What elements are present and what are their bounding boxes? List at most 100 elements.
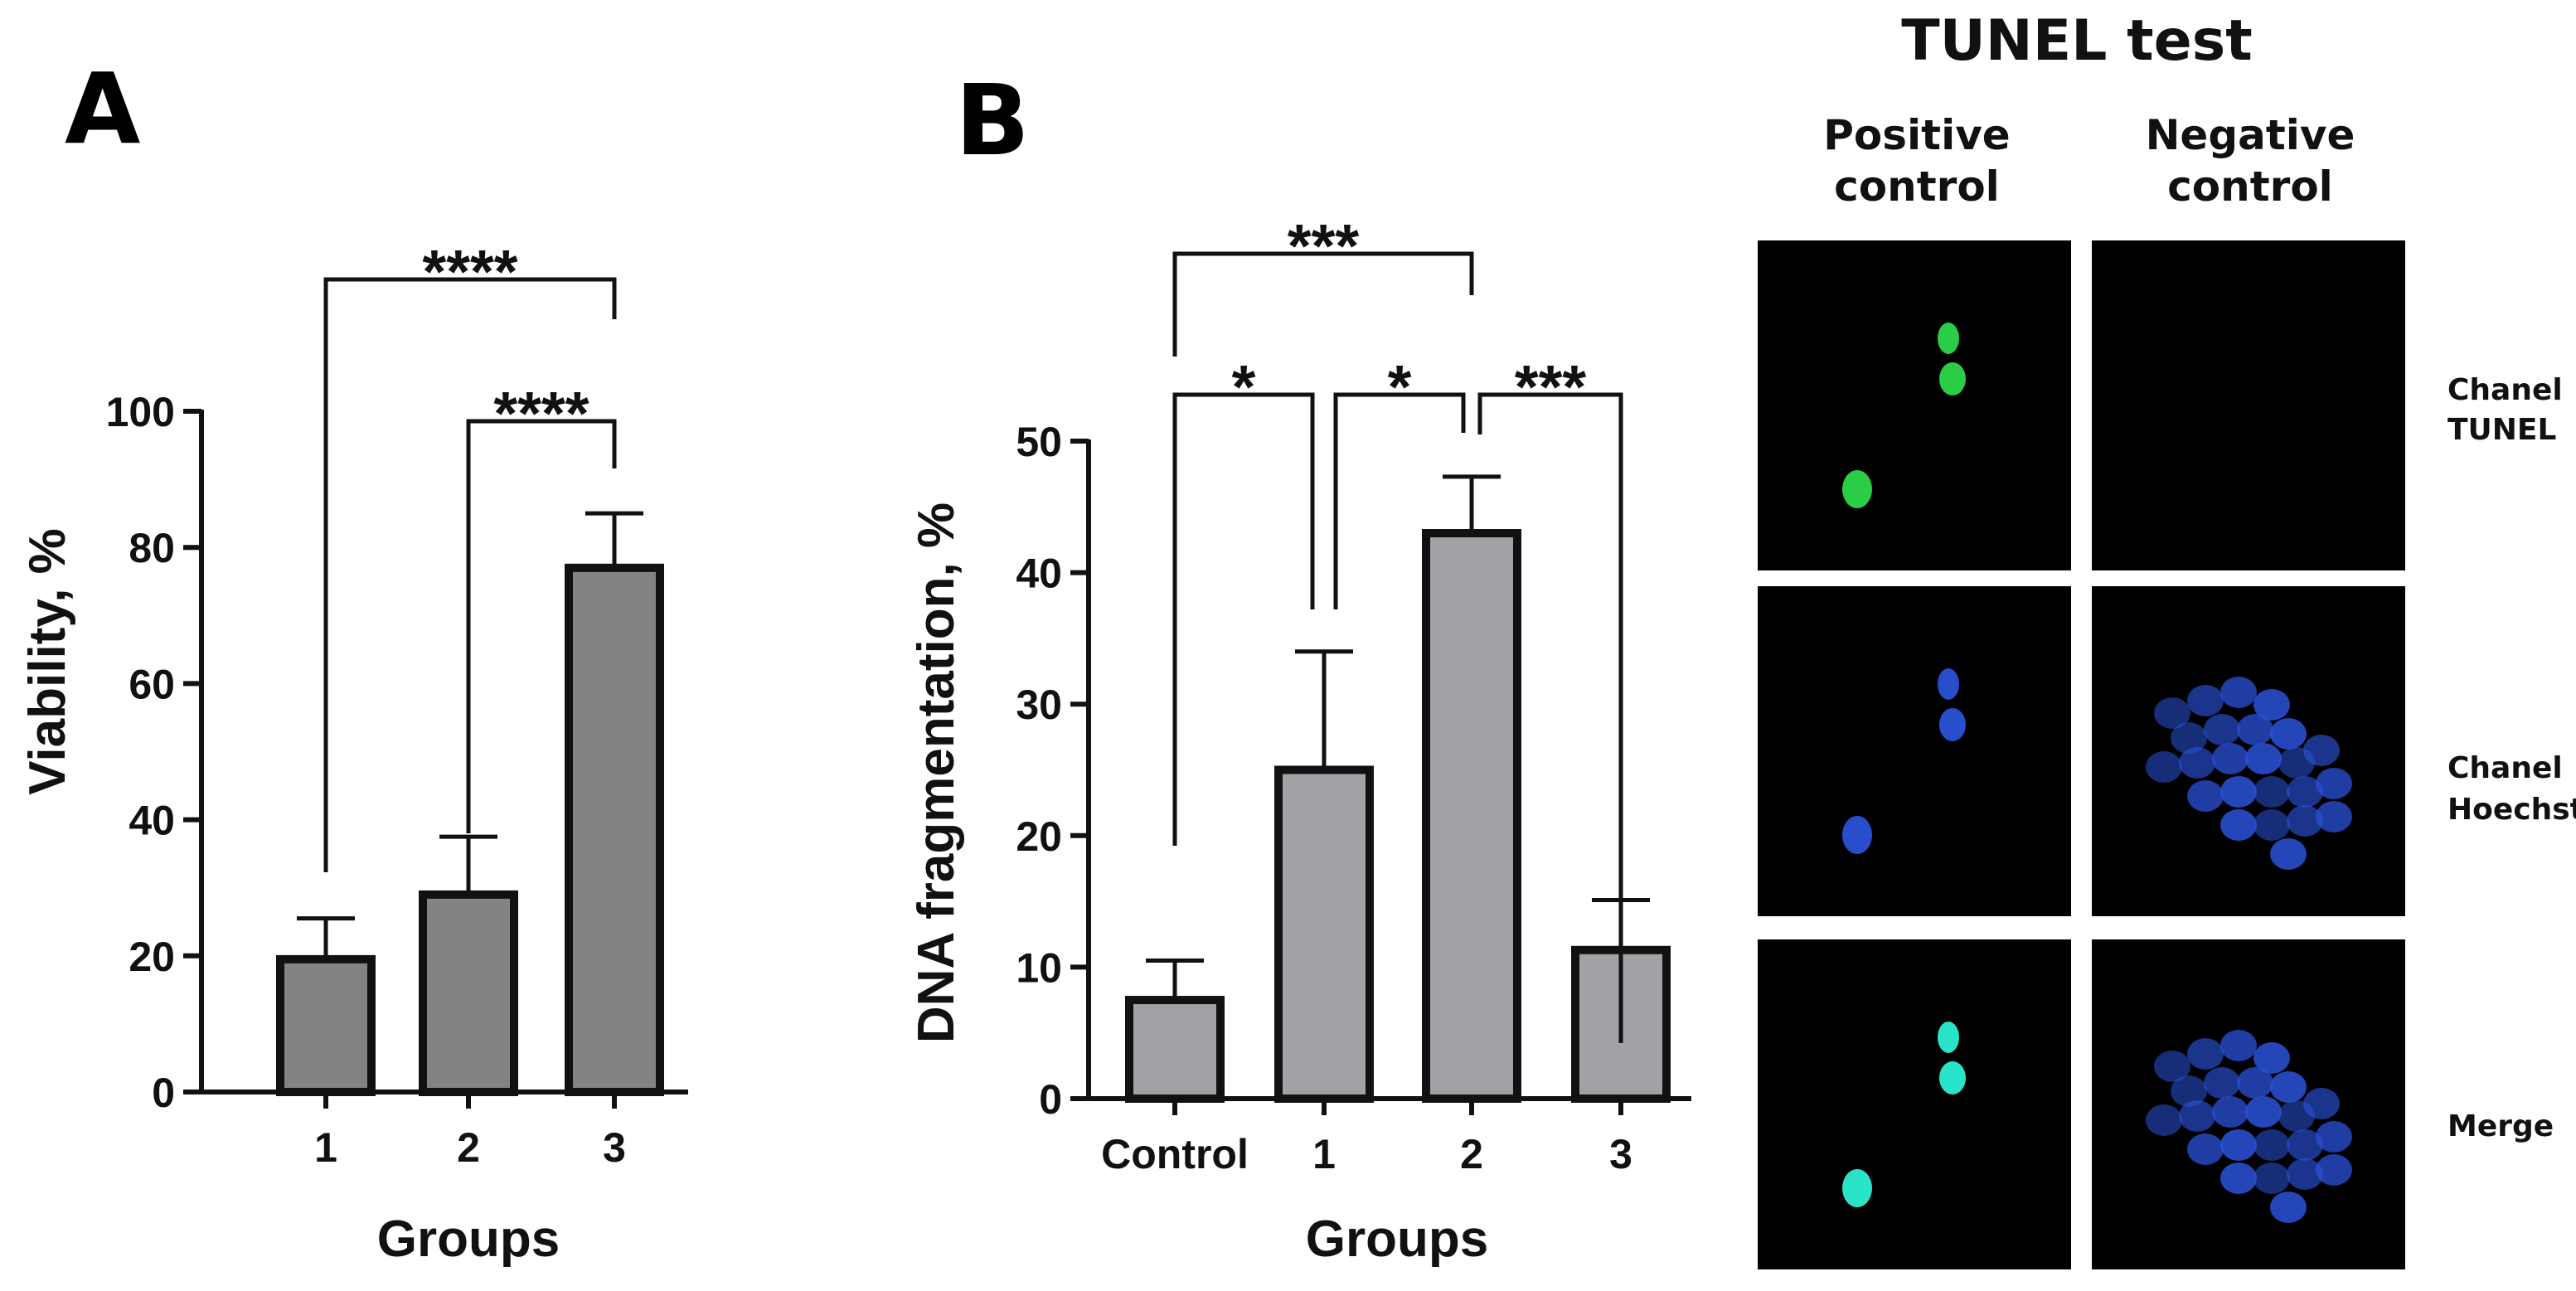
nucleus: [2179, 747, 2215, 779]
row-head-hoechst-line2: Hoechst: [2447, 793, 2576, 827]
nucleus: [1938, 668, 1959, 700]
row-head-hoechst-line1: Chanel: [2447, 751, 2563, 785]
nucleus: [2237, 714, 2273, 745]
nucleus: [2187, 780, 2224, 812]
nucleus: [2171, 722, 2207, 754]
nucleus: [2270, 838, 2307, 870]
nucleus: [2146, 751, 2182, 783]
chart-b-significance-bracket: [1172, 251, 1474, 357]
chart-b-y-tick-label: 40: [1016, 551, 1062, 597]
nucleus: [2220, 809, 2257, 841]
chart-a-x-axis-title: Groups: [377, 1211, 560, 1268]
chart-b-bar: [1274, 765, 1374, 1103]
nucleus: [2220, 776, 2257, 808]
nucleus: [1939, 708, 1966, 741]
chart-b-x-tick-label: 3: [1609, 1131, 1632, 1177]
nucleus: [2237, 1067, 2273, 1099]
chart-a-y-axis-title: Viability, %: [19, 528, 76, 795]
nucleus: [1842, 1169, 1872, 1207]
nucleus: [1842, 470, 1872, 508]
nucleus: [2220, 1030, 2257, 1061]
nucleus: [2270, 1071, 2307, 1103]
col-head-positive-line1: Positive: [1823, 111, 2010, 159]
nucleus: [2270, 1192, 2307, 1223]
chart-b-x-axis-title: Groups: [1306, 1211, 1488, 1268]
chart-b-significance-label: *: [1388, 352, 1412, 421]
panel-letter-b: B: [955, 63, 1030, 177]
chart-a-y-tick-label: 20: [129, 934, 175, 980]
chart-a-significance-label: ****: [422, 237, 517, 306]
chart-b-significance-label: ***: [1515, 352, 1587, 421]
nucleus: [2171, 1075, 2207, 1107]
chart-a-significance-label: ****: [493, 379, 589, 448]
nucleus: [2253, 689, 2290, 721]
micrograph-r3-c1: [1758, 939, 2071, 1269]
col-head-negative-line2: control: [2167, 163, 2333, 211]
chart-b-x-tick-label: 2: [1460, 1131, 1483, 1177]
panel-letter-a: A: [65, 51, 140, 166]
chart-a-bar: [276, 954, 376, 1097]
nucleus: [2253, 1042, 2290, 1074]
chart-b-significance-label: *: [1232, 352, 1256, 421]
nucleus: [2245, 1096, 2282, 1128]
nucleus: [1939, 1061, 1966, 1094]
chart-b-significance-label: ***: [1288, 211, 1360, 280]
chart-b-y-tick-label: 50: [1016, 419, 1062, 465]
chart-a-y-tick-label: 100: [106, 389, 175, 435]
nucleus: [2316, 1121, 2352, 1153]
chart-a-significance-bracket: [323, 277, 617, 872]
chart-a-bar: [419, 890, 518, 1097]
chart-b-y-tick-label: 10: [1016, 944, 1062, 991]
nucleus: [2220, 677, 2257, 708]
nucleus: [2316, 1154, 2352, 1186]
chart-b-y-tick-label: 20: [1016, 813, 1062, 860]
nucleus: [2316, 768, 2352, 799]
micrograph-r2-c1: [1758, 586, 2071, 916]
nucleus: [2204, 1067, 2240, 1099]
nucleus: [2253, 809, 2290, 841]
nucleus: [2253, 776, 2290, 808]
micrograph-r3-c2: [2092, 939, 2405, 1269]
nucleus: [2287, 805, 2323, 837]
nucleus: [1938, 323, 1959, 354]
nucleus: [2220, 1162, 2257, 1194]
nucleus: [2212, 743, 2249, 774]
nucleus: [2187, 1038, 2224, 1070]
nucleus: [2146, 1104, 2182, 1136]
nucleus: [2287, 1158, 2323, 1190]
chart-b-y-tick-label: 30: [1016, 682, 1062, 728]
chart-a-x-tick-label: 1: [314, 1124, 337, 1171]
chart-a-significance-bracket: [466, 419, 617, 833]
chart-b-significance-bracket: [1333, 392, 1466, 609]
nucleus: [2204, 714, 2240, 745]
chart-b-significance-bracket: [1477, 392, 1623, 1043]
col-head-negative-line1: Negative: [2146, 111, 2355, 159]
chart-a-x-tick-label: 2: [457, 1124, 480, 1171]
micrograph-r1-c1: [1758, 240, 2071, 570]
nucleus: [2187, 685, 2224, 716]
chart-b-significance-bracket: [1172, 392, 1315, 846]
chart-a-bar: [565, 563, 664, 1096]
nucleus: [2270, 718, 2307, 750]
nucleus: [2287, 1129, 2323, 1161]
chart-a-y-tick-label: 80: [129, 525, 175, 571]
nucleus: [2287, 776, 2323, 808]
nucleus: [2253, 1162, 2290, 1194]
chart-a-x-tick-label: 3: [603, 1124, 626, 1171]
microscopy-grid: [1758, 240, 2405, 1269]
row-head-merge: Merge: [2447, 1109, 2554, 1143]
micrograph-r1-c2: [2092, 240, 2405, 570]
nucleus: [1938, 1022, 1959, 1053]
nucleus: [2316, 801, 2352, 832]
row-head-tunel-line1: Chanel: [2447, 373, 2563, 407]
nucleus: [2220, 1129, 2257, 1161]
nucleus: [2179, 1100, 2215, 1132]
nucleus: [2212, 1096, 2249, 1128]
micrograph-background: [1758, 240, 2071, 570]
nucleus: [2245, 743, 2282, 774]
tunel-title: TUNEL test: [1901, 8, 2253, 74]
chart-b-x-tick-label: 1: [1312, 1131, 1336, 1177]
chart-a-y-tick-label: 0: [152, 1070, 175, 1116]
